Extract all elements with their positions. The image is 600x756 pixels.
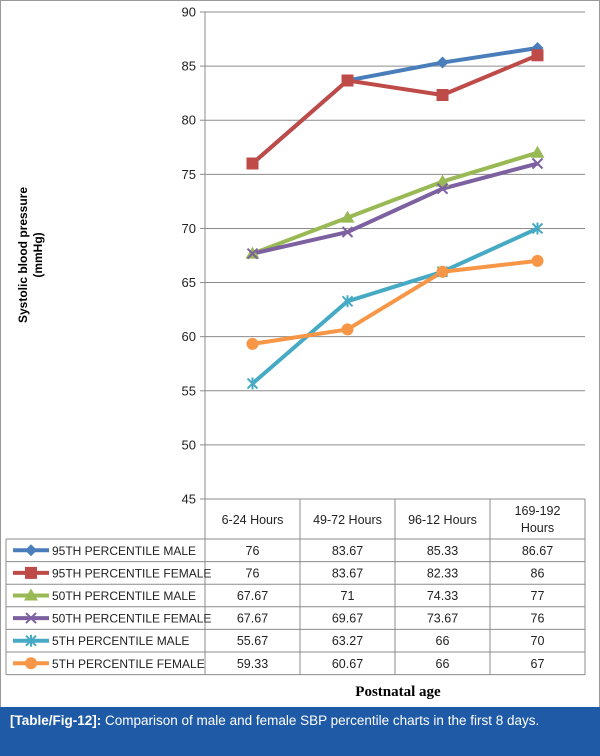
legend-entry: 95TH PERCENTILE FEMALE	[52, 566, 211, 580]
triangle-marker	[435, 174, 450, 187]
chart-axes	[200, 11, 585, 500]
star-marker	[341, 295, 354, 308]
data-table: 6-24 Hours 49-72 Hours 96-12 Hours 169-192 H…	[5, 499, 586, 676]
category-label: 96-12 Hours	[408, 513, 477, 527]
circle-marker	[25, 657, 37, 670]
x-marker	[341, 226, 354, 238]
category-label: 169-192	[515, 504, 561, 518]
table-cell-value: 69.67	[332, 612, 363, 626]
triangle-marker	[530, 145, 545, 158]
table-cell-value: 55.67	[237, 634, 268, 648]
y-tick-label: 85	[182, 59, 196, 74]
line-chart: 45 50 55 60 65 70 75 80 85 90 Systolic blood pres…	[5, 5, 586, 700]
y-tick-label: 80	[182, 113, 196, 128]
triangle-marker	[340, 210, 355, 223]
x-axis-title: Postnatal age	[355, 684, 441, 700]
legend-entry: 95TH PERCENTILE MALE	[52, 544, 196, 558]
table-cell-value: 60.67	[332, 657, 363, 671]
table-cell-value: 83.67	[332, 544, 363, 558]
y-axis-ticks: 45 50 55 60 65 70 75 80 85 90	[182, 5, 196, 507]
diamond-marker	[25, 544, 37, 557]
table-cell-value: 86	[531, 566, 545, 580]
y-tick-label: 60	[182, 329, 196, 344]
star-marker	[25, 634, 37, 647]
y-tick-label: 70	[182, 221, 196, 236]
series-line-3	[251, 150, 539, 256]
y-tick-label: 45	[182, 492, 196, 507]
circle-marker	[436, 265, 449, 278]
table-cell-value: 73.67	[427, 612, 458, 626]
square-marker	[531, 49, 544, 62]
y-axis-title: Systolic blood pressure(mmHg)	[16, 187, 45, 323]
series-line-6	[252, 258, 538, 346]
y-tick-label: 75	[182, 167, 196, 182]
triangle-marker	[24, 588, 38, 601]
table-cell-value: 82.33	[427, 566, 458, 580]
category-label: 49-72 Hours	[313, 513, 382, 527]
legend-entry: 5TH PERCENTILE MALE	[52, 634, 189, 648]
table-cell-value: 74.33	[427, 589, 458, 603]
star-marker	[531, 222, 544, 235]
y-axis-title-line: (mmHg)	[31, 232, 45, 277]
figure-caption: [Table/Fig-12]: Comparison of male and f…	[0, 707, 600, 756]
square-marker	[25, 566, 37, 579]
y-tick-label: 55	[182, 383, 196, 398]
square-marker	[246, 157, 259, 170]
table-cell-value: 67	[531, 657, 545, 671]
square-marker	[341, 74, 354, 87]
table-cell-value: 67.67	[237, 589, 268, 603]
table-cell-value: 59.33	[237, 657, 268, 671]
table-cell-value: 86.67	[522, 544, 553, 558]
x-marker	[436, 183, 449, 195]
table-cell-value: 63.27	[332, 634, 363, 648]
series-line-1	[251, 46, 538, 166]
table-cell-value: 76	[246, 544, 260, 558]
table-cell-value: 77	[531, 589, 545, 603]
table-cell-value: 71	[341, 589, 355, 603]
x-marker	[25, 612, 37, 624]
diamond-marker	[436, 56, 449, 69]
table-cell-value: 66	[436, 657, 450, 671]
table-cell-value: 76	[246, 566, 260, 580]
circle-marker	[341, 323, 354, 336]
table-cell-value: 67.67	[237, 612, 268, 626]
table-cell-value: 76	[531, 612, 545, 626]
legend-entry: 50TH PERCENTILE FEMALE	[52, 612, 211, 626]
category-label: 6-24 Hours	[222, 513, 284, 527]
caption-tag: [Table/Fig-12]:	[10, 713, 102, 728]
legend-entry: 5TH PERCENTILE FEMALE	[52, 657, 205, 671]
caption-text: Comparison of male and female SBP percen…	[101, 713, 540, 728]
legend-entry: 50TH PERCENTILE MALE	[52, 589, 196, 603]
series-lines	[251, 46, 539, 386]
category-label: Hours	[521, 521, 554, 535]
y-tick-label: 65	[182, 275, 196, 290]
series-line-5	[251, 226, 539, 386]
x-marker	[246, 247, 259, 260]
y-tick-label: 90	[182, 5, 196, 20]
square-marker	[436, 89, 449, 102]
y-tick-label: 50	[182, 437, 196, 452]
series-line-2	[251, 53, 539, 166]
y-axis-title-line: Systolic blood pressure	[16, 187, 30, 323]
circle-marker	[246, 337, 259, 350]
y-axis-title-text: Systolic blood pressure(mmHg)	[16, 187, 45, 323]
series-line-4	[252, 161, 539, 256]
circle-marker	[531, 254, 544, 267]
table-cell-value: 83.67	[332, 566, 363, 580]
star-marker	[246, 377, 259, 390]
series-markers	[245, 42, 545, 390]
x-marker	[531, 157, 544, 170]
table-cell-value: 66	[436, 634, 450, 648]
table-cell-value: 70	[531, 634, 545, 648]
table-cell-value: 85.33	[427, 544, 458, 558]
